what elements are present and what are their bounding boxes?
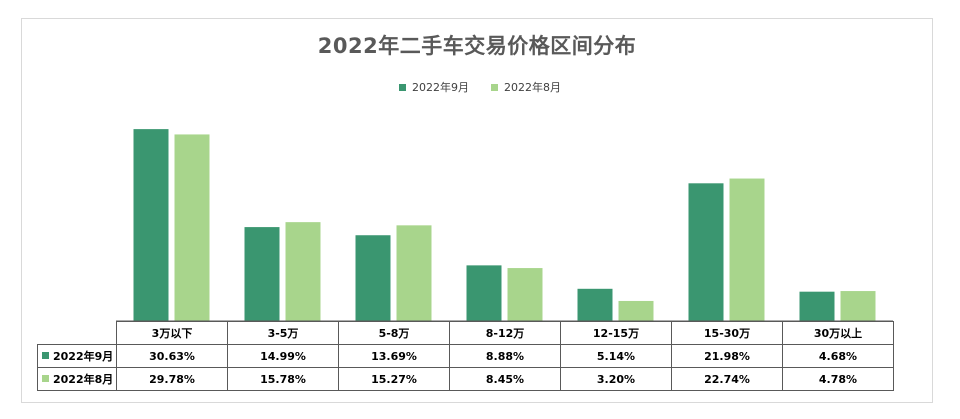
- data-label-sep-5: 21.98%: [671, 344, 783, 368]
- bar-aug-2: [396, 225, 432, 321]
- bar-aug-1: [285, 222, 321, 321]
- legend-item-aug: 2022年8月: [491, 79, 561, 95]
- table-swatch-aug: [42, 375, 49, 382]
- x-tick-label-2: 5-8万: [338, 321, 450, 345]
- bar-aug-5: [729, 178, 765, 321]
- x-tick-label-5: 15-30万: [671, 321, 783, 345]
- bar-aug-6: [840, 291, 876, 321]
- data-label-aug-0: 29.78%: [116, 367, 228, 391]
- x-tick-label-0: 3万以下: [116, 321, 228, 345]
- table-swatch-sep: [42, 352, 49, 359]
- data-label-aug-5: 22.74%: [671, 367, 783, 391]
- legend-swatch-aug: [491, 83, 498, 91]
- table-header-row: 3万以下 3-5万 5-8万 8-12万 12-15万 15-30万 30万以上: [38, 321, 894, 345]
- table-row-sep: 2022年9月 30.63% 14.99% 13.69% 8.88% 5.14% 21.9…: [37, 344, 894, 368]
- legend-swatch-sep: [399, 83, 406, 91]
- data-label-aug-6: 4.78%: [782, 367, 894, 391]
- table-corner: [38, 322, 117, 345]
- table-rowhead-sep: 2022年9月: [37, 344, 117, 368]
- table-row-aug: 2022年8月 29.78% 15.78% 15.27% 8.45% 3.20% 22.7…: [37, 367, 894, 391]
- bar-sep-1: [244, 227, 280, 321]
- bar-aug-3: [507, 268, 543, 321]
- table-rowhead-label-sep: 2022年9月: [53, 350, 114, 363]
- legend-label-sep: 2022年9月: [412, 81, 469, 94]
- x-tick-label-3: 8-12万: [449, 321, 561, 345]
- data-label-aug-3: 8.45%: [449, 367, 561, 391]
- legend-label-aug: 2022年8月: [504, 81, 561, 94]
- data-label-sep-1: 14.99%: [227, 344, 339, 368]
- data-table: 3万以下 3-5万 5-8万 8-12万 12-15万 15-30万 30万以上 2022年…: [37, 321, 894, 391]
- bars-group: [133, 129, 876, 321]
- table-rowhead-label-aug: 2022年8月: [53, 373, 114, 386]
- bar-sep-6: [799, 291, 835, 321]
- data-label-sep-2: 13.69%: [338, 344, 450, 368]
- data-label-aug-2: 15.27%: [338, 367, 450, 391]
- table-rowhead-aug: 2022年8月: [37, 367, 117, 391]
- x-tick-label-4: 12-15万: [560, 321, 672, 345]
- data-label-sep-6: 4.68%: [782, 344, 894, 368]
- data-label-sep-4: 5.14%: [560, 344, 672, 368]
- data-label-sep-0: 30.63%: [116, 344, 228, 368]
- x-tick-label-1: 3-5万: [227, 321, 339, 345]
- bar-aug-4: [618, 300, 654, 321]
- chart-title: 2022年二手车交易价格区间分布: [317, 34, 637, 58]
- bar-sep-3: [466, 265, 502, 321]
- bar-sep-4: [577, 288, 613, 321]
- bar-aug-0: [174, 134, 210, 321]
- bar-sep-5: [688, 183, 724, 321]
- chart-legend: 2022年9月 2022年8月: [0, 79, 960, 95]
- data-label-sep-3: 8.88%: [449, 344, 561, 368]
- x-tick-label-6: 30万以上: [782, 321, 894, 345]
- data-label-aug-4: 3.20%: [560, 367, 672, 391]
- bar-sep-2: [355, 235, 391, 321]
- data-label-aug-1: 15.78%: [227, 367, 339, 391]
- bar-sep-0: [133, 129, 169, 321]
- legend-item-sep: 2022年9月: [399, 79, 469, 95]
